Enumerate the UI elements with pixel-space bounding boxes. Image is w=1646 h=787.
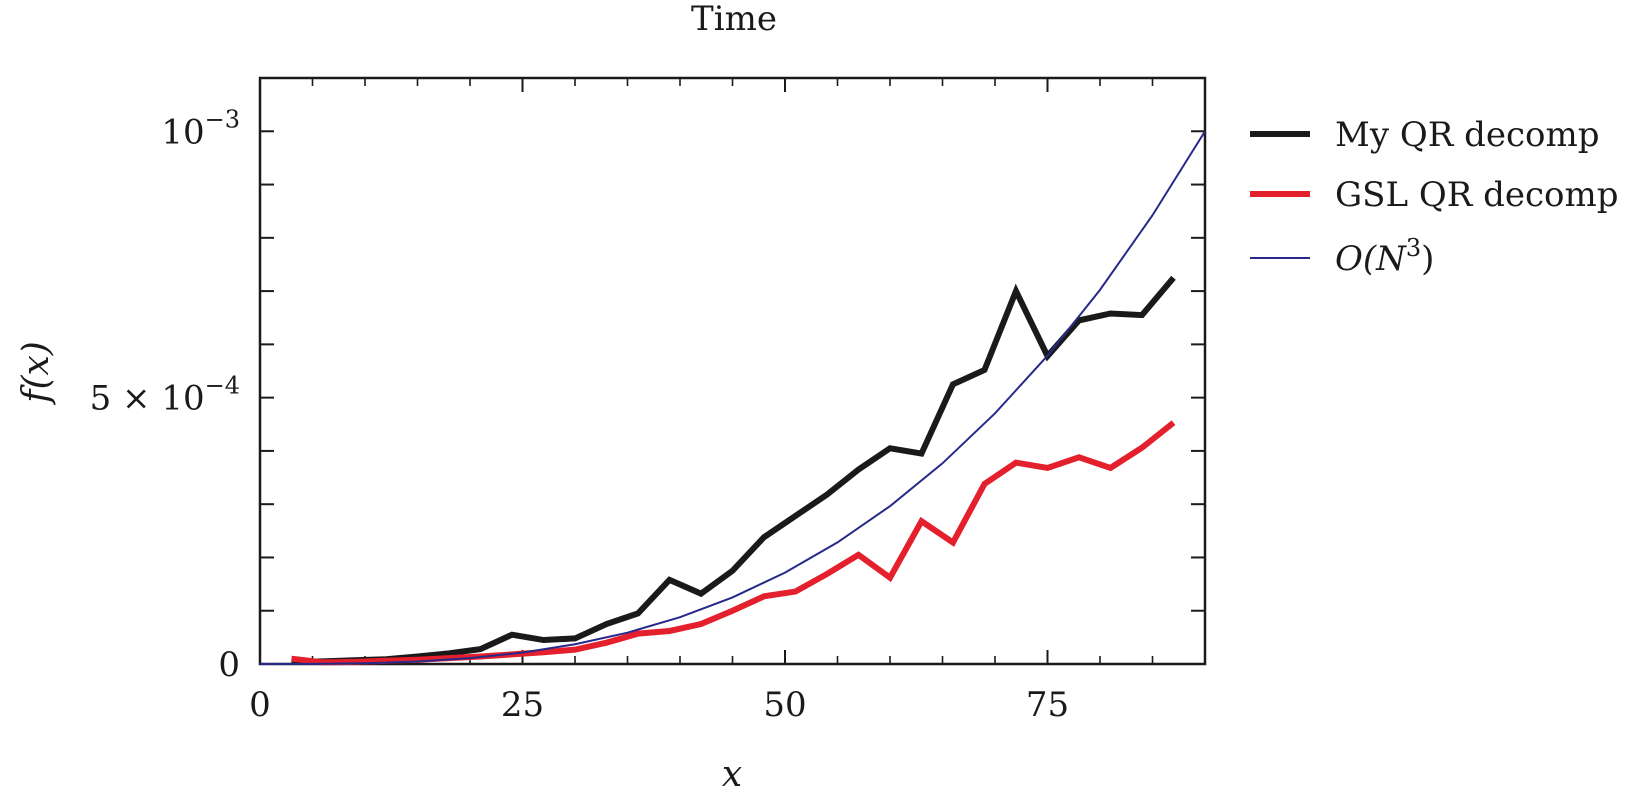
y-tick-label: 5 × 10−4	[90, 372, 240, 419]
series-lines	[259, 130, 1206, 666]
legend-label-exponent: 3	[1406, 234, 1421, 262]
legend-label-tail: )	[1421, 239, 1434, 279]
y-tick-label-exponent: −4	[205, 372, 240, 400]
legend-label: GSL QR decomp	[1335, 175, 1619, 215]
x-tick-label: 25	[501, 685, 544, 725]
y-tick-labels: 0 5 × 10−4 10−3	[90, 105, 240, 685]
x-tick-label: 0	[249, 685, 271, 725]
series-line-0	[291, 275, 1176, 665]
legend: My QR decomp GSL QR decomp O(N3)	[1250, 115, 1619, 279]
legend-label: My QR decomp	[1335, 115, 1600, 155]
legend-label: O(N3)	[1335, 234, 1434, 279]
y-tick-label-base: 0	[218, 645, 240, 685]
y-axis-label: f(x)	[16, 341, 57, 406]
y-tick-label: 0	[218, 645, 240, 685]
series-line-1	[291, 420, 1176, 666]
chart-title: Time	[691, 0, 777, 39]
plot-frame	[258, 76, 1207, 666]
x-tick-label: 75	[1026, 685, 1069, 725]
legend-label-base: O(N	[1335, 239, 1407, 279]
x-tick-label: 50	[763, 685, 806, 725]
x-tick-labels: 0 25 50 75	[249, 685, 1069, 725]
x-axis-label: x	[722, 754, 742, 787]
y-tick-label-exponent: −3	[205, 105, 240, 133]
y-tick-label: 10−3	[161, 105, 240, 152]
y-tick-label-base: 5 × 10	[90, 379, 205, 419]
axis-ticks	[259, 77, 1205, 665]
series-line-2	[259, 130, 1206, 665]
y-tick-label-base: 10	[161, 112, 204, 152]
